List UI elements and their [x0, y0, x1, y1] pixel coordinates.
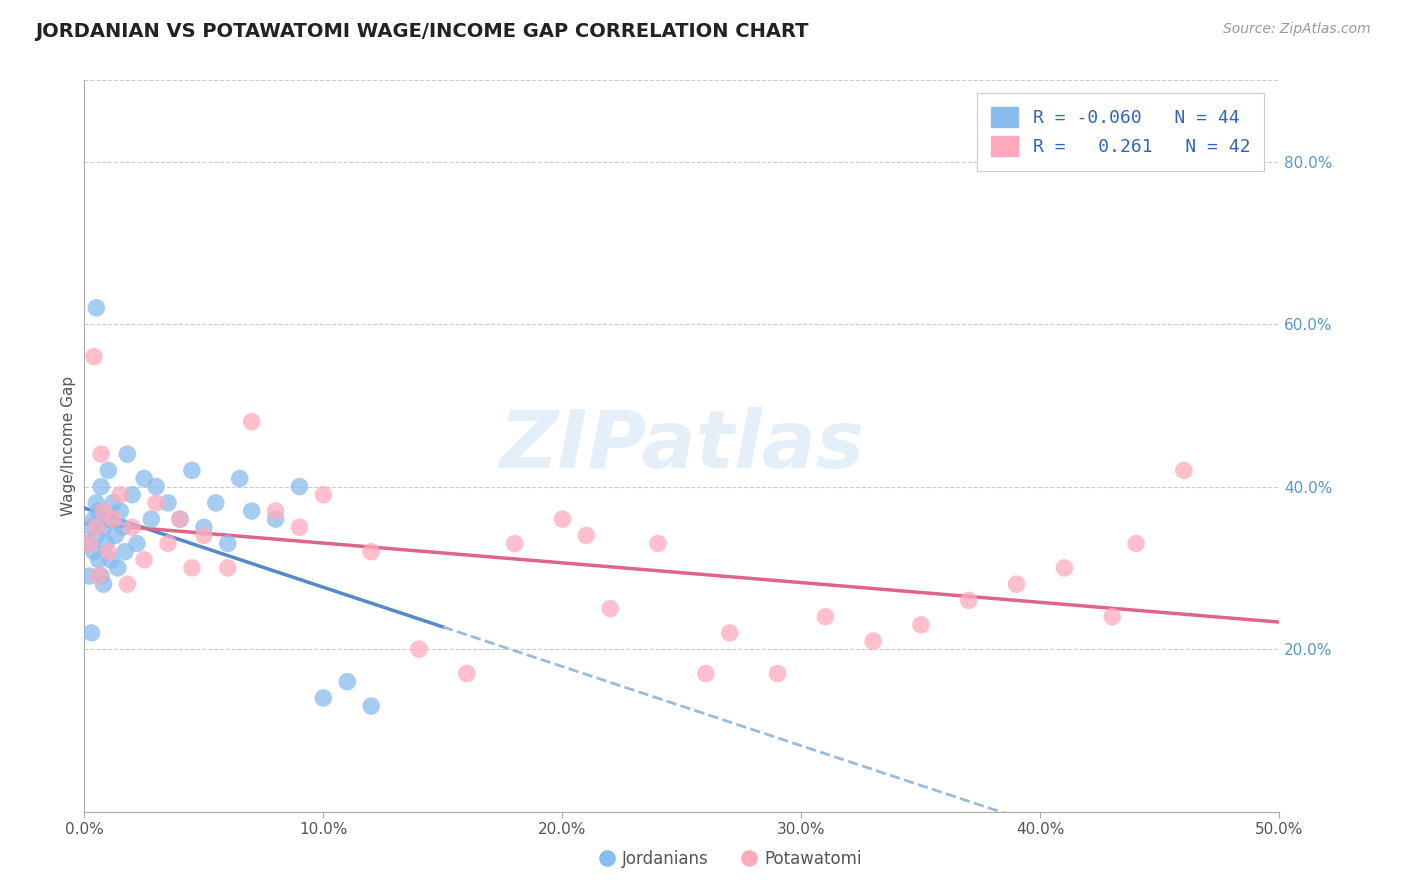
Point	[157, 496, 180, 510]
Point	[551, 512, 574, 526]
Point	[312, 690, 335, 705]
Point	[97, 463, 120, 477]
Point	[288, 520, 311, 534]
Point	[360, 544, 382, 558]
Point	[575, 528, 598, 542]
Point	[240, 415, 263, 429]
Point	[121, 520, 143, 534]
Point	[1053, 561, 1076, 575]
Point	[1101, 609, 1123, 624]
Point	[503, 536, 526, 550]
Point	[169, 512, 191, 526]
Point	[1173, 463, 1195, 477]
Point	[114, 544, 136, 558]
Point	[80, 626, 103, 640]
Point	[217, 536, 239, 550]
Point	[229, 471, 252, 485]
Point	[360, 699, 382, 714]
Text: Source: ZipAtlas.com: Source: ZipAtlas.com	[1223, 22, 1371, 37]
Point	[125, 536, 148, 550]
Point	[83, 544, 105, 558]
Legend: Jordanians, Potawatomi: Jordanians, Potawatomi	[593, 844, 869, 875]
Point	[456, 666, 478, 681]
Point	[132, 553, 156, 567]
Point	[193, 528, 215, 542]
Point	[132, 471, 156, 485]
Point	[117, 447, 139, 461]
Point	[87, 553, 110, 567]
Point	[110, 488, 132, 502]
Point	[157, 536, 180, 550]
Point	[86, 496, 108, 510]
Point	[718, 626, 741, 640]
Point	[101, 512, 124, 526]
Point	[264, 512, 287, 526]
Point	[181, 463, 204, 477]
Point	[97, 544, 120, 558]
Text: ZIPatlas: ZIPatlas	[499, 407, 865, 485]
Point	[695, 666, 717, 681]
Point	[312, 488, 335, 502]
Text: JORDANIAN VS POTAWATOMI WAGE/INCOME GAP CORRELATION CHART: JORDANIAN VS POTAWATOMI WAGE/INCOME GAP …	[35, 22, 808, 41]
Point	[766, 666, 789, 681]
Point	[77, 536, 100, 550]
Point	[107, 561, 129, 575]
Point	[93, 520, 115, 534]
Point	[104, 528, 127, 542]
Point	[90, 569, 112, 583]
Point	[86, 520, 108, 534]
Point	[141, 512, 163, 526]
Point	[1005, 577, 1028, 591]
Point	[93, 577, 115, 591]
Point	[264, 504, 287, 518]
Point	[408, 642, 430, 657]
Point	[181, 561, 204, 575]
Point	[117, 577, 139, 591]
Point	[83, 512, 105, 526]
Point	[193, 520, 215, 534]
Point	[94, 536, 117, 550]
Point	[93, 504, 115, 518]
Point	[169, 512, 191, 526]
Point	[217, 561, 239, 575]
Point	[83, 350, 105, 364]
Point	[90, 480, 112, 494]
Point	[97, 512, 120, 526]
Point	[90, 447, 112, 461]
Point	[1125, 536, 1147, 550]
Point	[240, 504, 263, 518]
Point	[336, 674, 359, 689]
Point	[87, 504, 110, 518]
Point	[910, 617, 932, 632]
Point	[599, 601, 621, 615]
Point	[76, 536, 98, 550]
Point	[111, 520, 134, 534]
Point	[647, 536, 669, 550]
Point	[957, 593, 980, 607]
Y-axis label: Wage/Income Gap: Wage/Income Gap	[60, 376, 76, 516]
Point	[110, 504, 132, 518]
Point	[77, 569, 100, 583]
Point	[100, 553, 122, 567]
Point	[86, 528, 108, 542]
Legend: R = -0.060   N = 44, R =   0.261   N = 42: R = -0.060 N = 44, R = 0.261 N = 42	[977, 93, 1264, 170]
Point	[121, 488, 143, 502]
Point	[814, 609, 837, 624]
Point	[862, 634, 884, 648]
Point	[101, 496, 124, 510]
Point	[87, 569, 110, 583]
Point	[145, 496, 167, 510]
Point	[288, 480, 311, 494]
Point	[86, 301, 108, 315]
Point	[205, 496, 228, 510]
Point	[80, 520, 103, 534]
Point	[145, 480, 167, 494]
